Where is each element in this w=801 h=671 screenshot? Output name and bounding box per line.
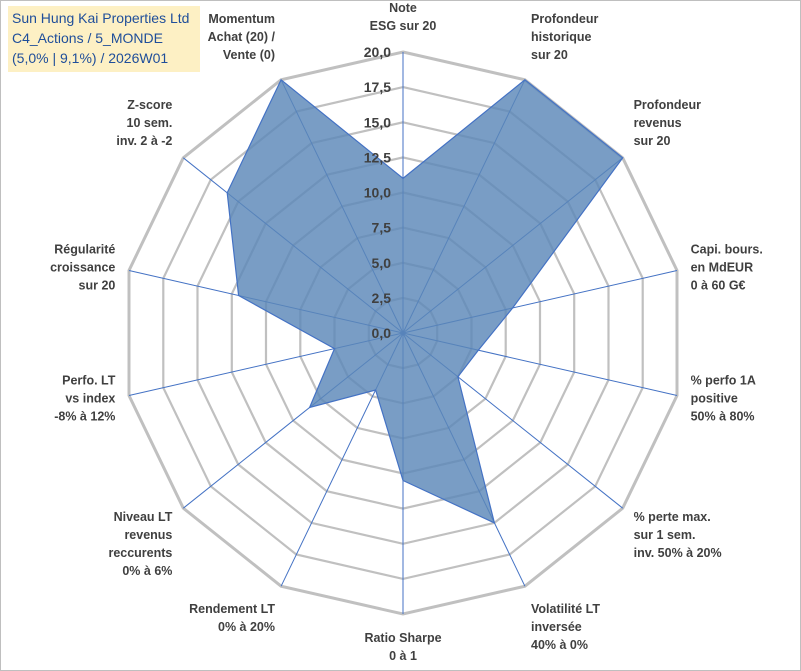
tick-label: 15,0 [364, 114, 391, 130]
chart-title-box: Sun Hung Kai Properties Ltd C4_Actions /… [8, 6, 200, 72]
chart-title-weights: (5,0% | 9,1%) / 2026W01 [12, 50, 169, 66]
chart-title-category: C4_Actions / 5_MONDE [12, 30, 163, 46]
radar-tick-labels: 0,0 2,5 5,0 7,5 10,0 12,5 15,0 17,5 20,0 [364, 44, 391, 341]
axis-label: Profondeur revenus sur 20 [634, 98, 701, 148]
axis-label: % perte max. sur 1 sem. inv. 50% à 20% [634, 510, 722, 560]
axis-label: Note ESG sur 20 [370, 1, 437, 33]
tick-label: 10,0 [364, 185, 391, 201]
axis-label: Ratio Sharpe 0 à 1 [364, 631, 441, 663]
series-area [226, 78, 624, 524]
chart-title-company: Sun Hung Kai Properties Ltd [12, 10, 190, 26]
axis-label: Volatilité LT inversée 40% à 0% [531, 602, 600, 652]
axis-label: % perfo 1A positive 50% à 80% [691, 374, 756, 424]
axis-label: Niveau LT revenus reccurents 0% à 6% [108, 510, 172, 578]
tick-label: 2,5 [372, 290, 392, 306]
tick-label: 12,5 [364, 149, 391, 165]
axis-label: Momentum Achat (20) / Vente (0) [208, 12, 276, 62]
tick-label: 5,0 [372, 255, 392, 271]
axis-label: Perfo. LT vs index -8% à 12% [54, 374, 116, 424]
axis-label: Capi. bours. en MdEUR 0 à 60 G€ [691, 242, 763, 292]
axis-label: Profondeur historique sur 20 [531, 12, 598, 62]
axis-label: Z-score 10 sem. inv. 2 à -2 [116, 98, 172, 148]
axis-label: Régularité croissance sur 20 [50, 242, 115, 292]
tick-label: 7,5 [372, 220, 392, 236]
tick-label: 17,5 [364, 79, 391, 95]
tick-label: 0,0 [372, 325, 392, 341]
axis-label: Rendement LT 0% à 20% [189, 602, 275, 634]
radar-series [226, 78, 624, 524]
radar-axis-labels: Note ESG sur 20 Profondeur historique sur 20… [50, 1, 763, 663]
tick-label: 20,0 [364, 44, 391, 60]
